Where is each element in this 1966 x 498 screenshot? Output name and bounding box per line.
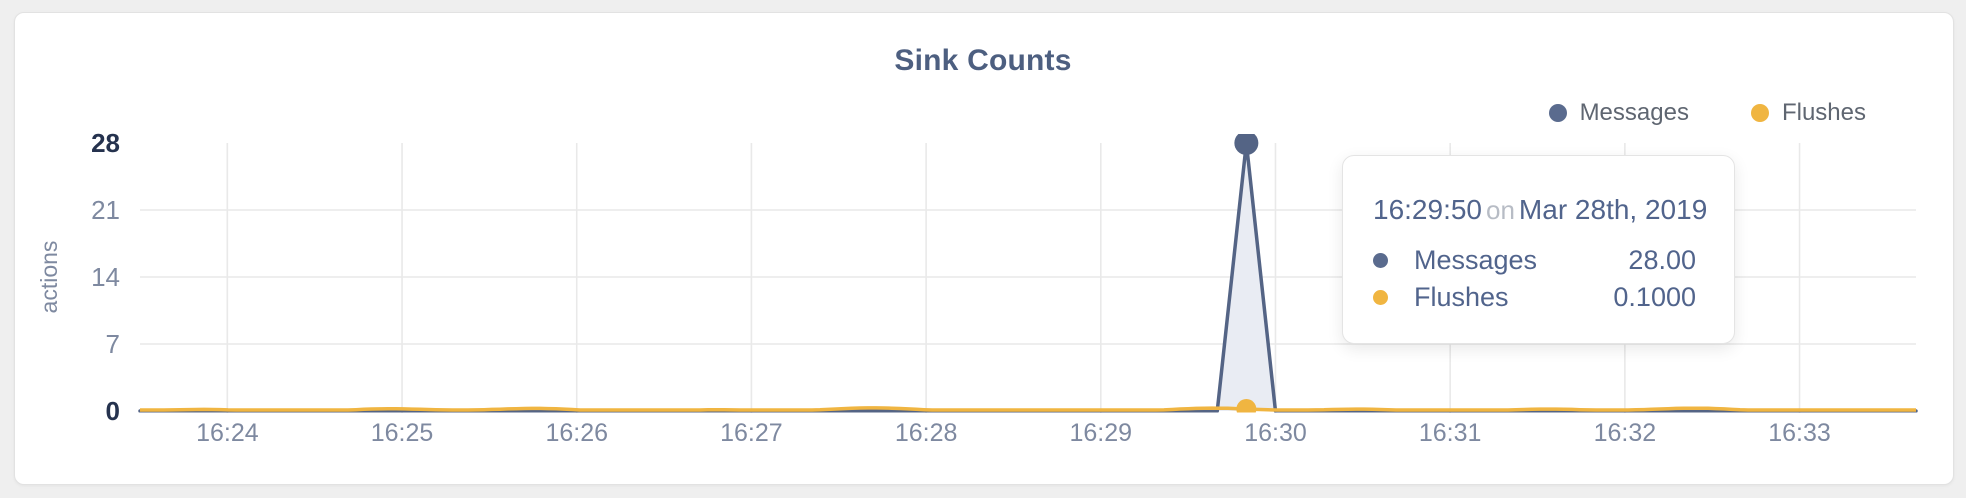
y-tick-label: 28 — [91, 128, 120, 158]
x-tick-label: 16:30 — [1244, 419, 1307, 447]
y-axis-label: actions — [36, 241, 62, 314]
tooltip-series-value: 0.1000 — [1613, 282, 1696, 312]
legend-label: Flushes — [1781, 99, 1866, 126]
flushes-legend-dot-icon — [1750, 104, 1769, 122]
x-tick-label: 16:28 — [895, 419, 958, 447]
x-tick-label: 16:27 — [720, 419, 783, 447]
tooltip-rows: Messages 28.00 Flushes 0.1000 — [1373, 242, 1696, 316]
tooltip-row-flushes: Flushes 0.1000 — [1373, 279, 1696, 316]
chart-legend: Messages Flushes — [1548, 99, 1866, 127]
x-tick-label: 16:29 — [1070, 419, 1133, 447]
messages-legend-dot-icon — [1548, 104, 1567, 122]
y-tick-label: 21 — [91, 195, 120, 225]
legend-label: Messages — [1579, 99, 1689, 126]
chart-title: Sink Counts — [894, 44, 1072, 77]
x-tick-label: 16:32 — [1594, 419, 1657, 447]
messages-dot-icon — [1373, 253, 1388, 268]
x-tick-label: 16:26 — [545, 419, 608, 447]
legend-item-flushes[interactable]: Flushes — [1750, 99, 1866, 127]
tooltip-row-messages: Messages 28.00 — [1373, 242, 1696, 279]
tooltip-time: 16:29:50 — [1373, 194, 1482, 225]
x-tick-label: 16:33 — [1768, 419, 1831, 447]
y-tick-label: 0 — [106, 396, 120, 426]
x-tick-label: 16:25 — [371, 419, 434, 447]
tooltip-date: Mar 28th, 2019 — [1518, 194, 1708, 225]
tooltip-series-value: 28.00 — [1628, 245, 1696, 275]
x-tick-label: 16:24 — [196, 419, 259, 447]
y-tick-label: 7 — [106, 329, 120, 359]
flushes-dot-icon — [1373, 290, 1388, 305]
y-tick-label: 14 — [91, 262, 120, 292]
tooltip-conjunction: on — [1486, 195, 1515, 225]
legend-item-messages[interactable]: Messages — [1548, 99, 1689, 127]
x-tick-label: 16:31 — [1419, 419, 1482, 447]
flushes-point — [1236, 399, 1257, 413]
chart-tooltip: 16:29:50 on Mar 28th, 2019 Messages 28.00 … — [1342, 155, 1735, 344]
tooltip-series-label: Flushes — [1414, 282, 1509, 312]
tooltip-header: 16:29:50 on Mar 28th, 2019 — [1373, 194, 1707, 226]
tooltip-series-label: Messages — [1414, 245, 1538, 275]
flushes-line — [140, 406, 1916, 412]
messages-point — [1234, 134, 1259, 155]
